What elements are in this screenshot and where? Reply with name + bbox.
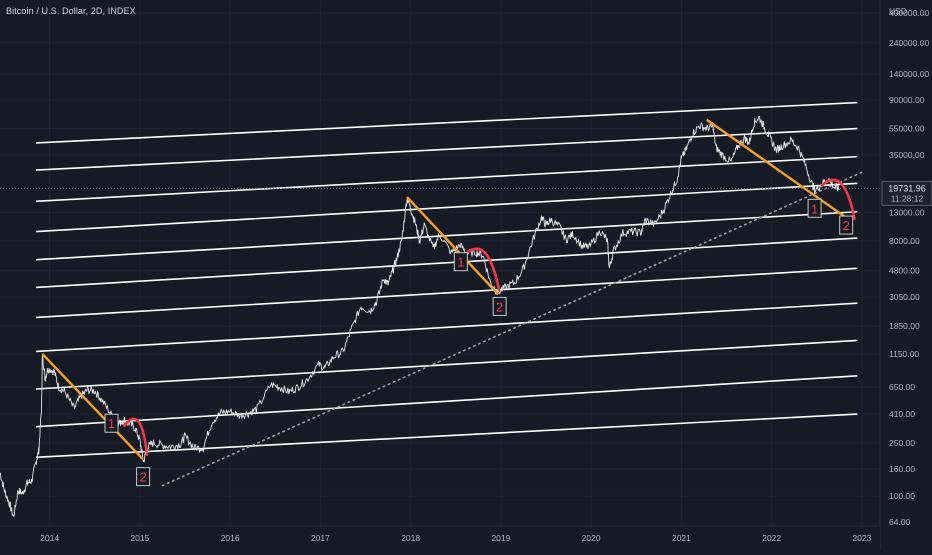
x-tick-label: 2018 <box>401 533 420 543</box>
red-arc <box>122 417 149 456</box>
annotation-label-4: 2 <box>496 299 503 314</box>
y-tick-label: 8000.00 <box>889 236 920 246</box>
annotation-label-6: 2 <box>843 218 850 233</box>
annotation-label-3: 1 <box>457 255 464 270</box>
current-price-value: 19731.96 <box>888 183 926 193</box>
channel-line <box>36 237 858 289</box>
x-tick-label: 2015 <box>130 533 149 543</box>
y-tick-label: 140000.00 <box>889 69 929 79</box>
annotation-box <box>136 467 151 487</box>
orange-trendline <box>406 196 500 296</box>
y-tick-label: 160.00 <box>889 464 915 474</box>
current-price-tag <box>881 180 932 206</box>
x-tick-label: 2017 <box>311 533 330 543</box>
red-arc <box>820 178 857 221</box>
y-tick-label: 4800.00 <box>889 266 920 276</box>
y-tick-label: 13000.00 <box>889 208 925 218</box>
orange-trendline <box>41 353 144 460</box>
annotation-box <box>839 215 854 235</box>
channel-line <box>36 267 858 319</box>
y-tick-label: 240000.00 <box>889 38 929 48</box>
channel-line <box>36 375 858 428</box>
y-tick-label: 35000.00 <box>889 150 925 160</box>
x-tick-label: 2021 <box>672 533 691 543</box>
red-arc <box>463 247 501 292</box>
annotation-box <box>492 296 507 316</box>
orange-trendline <box>706 118 847 219</box>
dotted-trend-line <box>161 171 863 487</box>
x-tick-label: 2020 <box>582 533 601 543</box>
channel-line <box>36 101 858 144</box>
bar-countdown: 11:28:12 <box>891 193 924 203</box>
y-tick-label: 650.00 <box>889 382 915 392</box>
currency-label: USD <box>889 6 907 16</box>
annotation-box <box>807 198 822 218</box>
annotation-label-5: 1 <box>811 201 818 216</box>
y-tick-label: 400000.00 <box>889 8 929 18</box>
y-tick-label: 1850.00 <box>889 321 920 331</box>
channel-line <box>36 413 858 459</box>
y-tick-label: 250.00 <box>889 438 915 448</box>
y-tick-label: 100.00 <box>889 491 915 501</box>
annotation-label-1: 1 <box>108 416 115 431</box>
annotation-label-2: 2 <box>139 470 146 485</box>
y-tick-label: 55000.00 <box>889 124 925 134</box>
annotation-box <box>453 252 468 272</box>
x-tick-label: 2014 <box>40 533 59 543</box>
chart-title: Bitcoin / U.S. Dollar, 2D, INDEX <box>6 6 136 16</box>
annotation-box <box>104 413 119 433</box>
y-tick-label: 3050.00 <box>889 292 920 302</box>
channel-line <box>36 155 858 203</box>
price-series-line <box>0 115 840 518</box>
x-tick-label: 2023 <box>852 533 871 543</box>
channel-line <box>36 182 858 233</box>
channel-line <box>36 339 858 390</box>
y-tick-label: 90000.00 <box>889 95 925 105</box>
x-tick-label: 2016 <box>221 533 240 543</box>
x-tick-label: 2022 <box>762 533 781 543</box>
x-tick-label: 2019 <box>491 533 510 543</box>
channel-line <box>36 127 858 171</box>
channel-line <box>36 302 858 353</box>
time-axis-panel <box>0 526 880 550</box>
y-tick-label: 1150.00 <box>889 349 919 359</box>
y-tick-label: 64.00 <box>889 517 911 527</box>
y-tick-label: 410.00 <box>889 409 915 419</box>
channel-line <box>36 210 858 261</box>
price-axis-panel <box>880 0 932 550</box>
